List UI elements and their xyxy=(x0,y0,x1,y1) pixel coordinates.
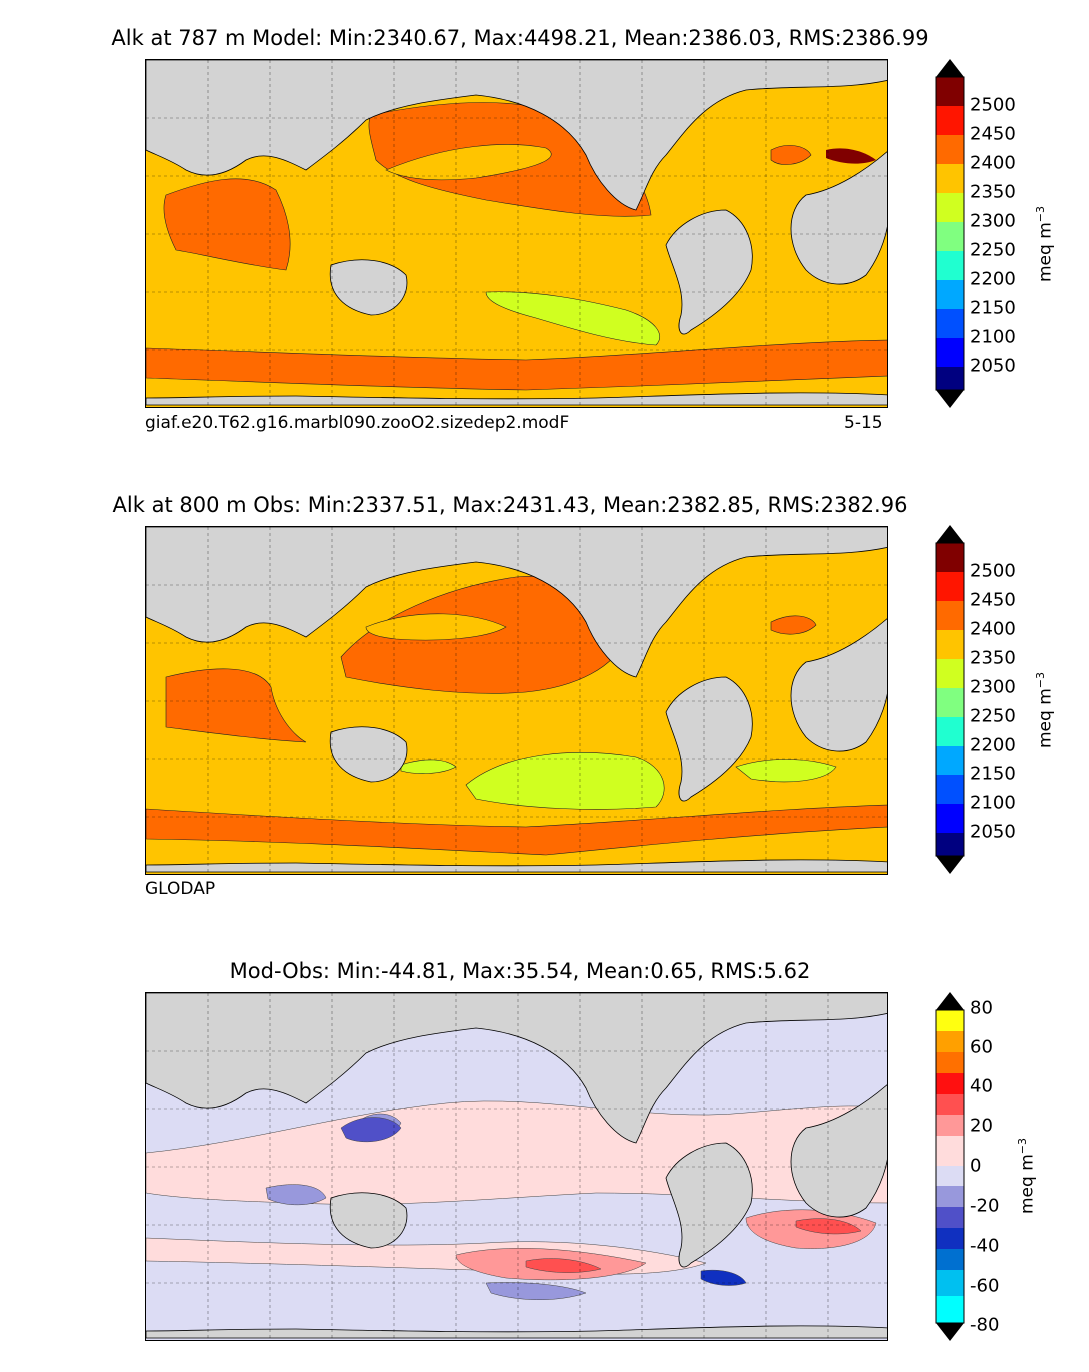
panel3-colorbar-extend-low xyxy=(936,1323,964,1341)
panel1-title: Alk at 787 m Model: Min:2340.67, Max:449… xyxy=(111,26,929,50)
panel1-caption-right: 5-15 xyxy=(844,413,883,433)
panel3-colorbar-svg xyxy=(935,992,965,1341)
panel1-map xyxy=(145,59,888,408)
panel3-cb-tick: -60 xyxy=(970,1275,1000,1297)
panel1-cb-unit: meq m−3 xyxy=(1034,206,1056,282)
panel2-map xyxy=(145,526,888,875)
diff-negative-drake xyxy=(700,1269,747,1286)
diff-negative-so xyxy=(485,1282,587,1300)
land xyxy=(146,993,887,1339)
panel1-cb-tick: 2300 xyxy=(970,210,1016,232)
panel2-cb-tick: 2500 xyxy=(970,560,1016,582)
north-pacific-inner xyxy=(385,144,552,181)
south-atlantic-low xyxy=(735,759,837,783)
south-indian-low xyxy=(400,759,457,774)
panel1-cb-tick: 2450 xyxy=(970,123,1016,145)
panel3-map xyxy=(145,992,888,1341)
indian-ocean-high xyxy=(163,178,291,271)
panel2-cb-tick: 2250 xyxy=(970,705,1016,727)
panel1-colorbar-extend-low xyxy=(936,390,964,408)
panel1-cb-tick: 2350 xyxy=(970,181,1016,203)
land xyxy=(146,60,887,406)
panel2-colorbar-extend-high xyxy=(936,525,964,543)
panel2-cb-tick: 2150 xyxy=(970,763,1016,785)
panel2-cb-tick: 2350 xyxy=(970,647,1016,669)
panel2-cb-tick: 2200 xyxy=(970,734,1016,756)
panel1-cb-tick: 2250 xyxy=(970,239,1016,261)
panel3-cb-tick: 0 xyxy=(970,1155,982,1177)
diff-positive-sa-core xyxy=(795,1218,862,1235)
north-pacific-inner xyxy=(365,613,507,641)
panel1-colorbar-svg xyxy=(935,59,965,408)
north-atlantic-high xyxy=(770,615,817,635)
panel1-cb-tick: 2050 xyxy=(970,355,1016,377)
panel1-cb-tick: 2400 xyxy=(970,152,1016,174)
panel1-cb-tick: 2200 xyxy=(970,268,1016,290)
diff-positive-core-sp xyxy=(525,1258,602,1273)
south-pacific-low xyxy=(485,291,661,346)
panel2-cb-tick: 2100 xyxy=(970,792,1016,814)
panel3-cb-unit: meq m−3 xyxy=(1016,1138,1038,1214)
south-pacific-low xyxy=(465,752,665,810)
diff-negative-io xyxy=(265,1184,327,1206)
gridlines xyxy=(146,993,887,1340)
panel1-colorbar xyxy=(935,59,965,408)
panel2-colorbar-svg xyxy=(935,525,965,874)
panel1-cb-tick: 2150 xyxy=(970,297,1016,319)
panel1-colorbar-extend-high xyxy=(936,59,964,77)
panel1-caption-left: giaf.e20.T62.g16.marbl090.zooO2.sizedep2… xyxy=(145,413,570,433)
panel2-caption-left: GLODAP xyxy=(145,879,216,899)
panel3-cb-tick: -80 xyxy=(970,1314,1000,1336)
panel2-cb-unit: meq m−3 xyxy=(1034,672,1056,748)
gridlines xyxy=(146,60,887,407)
indian-ocean-high xyxy=(165,668,307,743)
panel3-colorbar-extend-high xyxy=(936,992,964,1010)
panel2-colorbar xyxy=(935,525,965,874)
mediterranean-high xyxy=(826,148,876,164)
panel3-cb-tick: -40 xyxy=(970,1235,1000,1257)
diff-positive-equatorial xyxy=(146,1100,887,1205)
panel2-cb-tick: 2450 xyxy=(970,589,1016,611)
panel2-cb-tick: 2300 xyxy=(970,676,1016,698)
panel1-cb-tick: 2100 xyxy=(970,326,1016,348)
panel2-cb-tick: 2050 xyxy=(970,821,1016,843)
southern-ocean-band xyxy=(146,804,887,856)
panel2-cb-tick: 2400 xyxy=(970,618,1016,640)
panel3-cb-tick: -20 xyxy=(970,1195,1000,1217)
diff-negative-np2 xyxy=(340,1117,402,1143)
panel2-colorbar-extend-low xyxy=(936,856,964,874)
panel2-title: Alk at 800 m Obs: Min:2337.51, Max:2431.… xyxy=(112,493,908,517)
land xyxy=(146,527,887,873)
panel3-cb-tick: 40 xyxy=(970,1075,993,1097)
panel3-cb-tick: 80 xyxy=(970,997,993,1019)
panel3-title: Mod-Obs: Min:-44.81, Max:35.54, Mean:0.6… xyxy=(229,959,811,983)
north-atlantic-high xyxy=(770,145,812,165)
gridlines xyxy=(146,527,887,874)
panel1-cb-tick: 2500 xyxy=(970,94,1016,116)
southern-ocean-band xyxy=(146,339,887,391)
panel3-cb-tick: 20 xyxy=(970,1115,993,1137)
panel3-cb-tick: 60 xyxy=(970,1036,993,1058)
panel3-colorbar xyxy=(935,992,965,1341)
